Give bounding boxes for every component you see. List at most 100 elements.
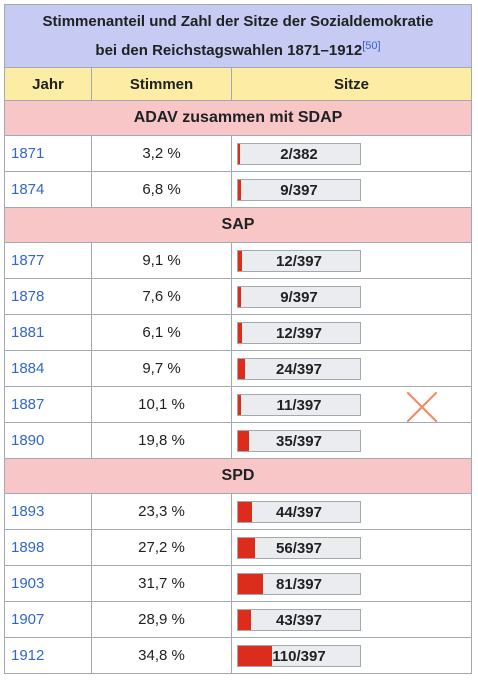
seats-bar: 110/397 xyxy=(237,644,361,667)
seats-bar: 56/397 xyxy=(237,536,361,559)
votes-cell: 6,1 % xyxy=(91,314,232,351)
seats-bar-fill xyxy=(238,537,256,558)
seats-label: 81/397 xyxy=(276,575,322,593)
votes-cell: 28,9 % xyxy=(91,601,232,638)
seats-bar-fill xyxy=(238,430,249,451)
seats-bar: 9/397 xyxy=(237,178,361,201)
seats-bar-fill xyxy=(238,250,242,271)
table-caption: Stimmenanteil und Zahl der Sitze der Soz… xyxy=(3,4,473,68)
column-header-votes: Stimmen xyxy=(91,67,232,101)
votes-cell: 23,3 % xyxy=(91,493,232,530)
year-link[interactable]: 1877 xyxy=(11,252,45,269)
table-row: 1898 27,2 % 56/397 xyxy=(4,529,473,566)
election-results-table: Stimmenanteil und Zahl der Sitze der Soz… xyxy=(3,4,473,674)
seats-bar: 24/397 xyxy=(237,357,361,380)
reference-link[interactable]: [50] xyxy=(362,39,381,52)
seats-bar: 35/397 xyxy=(237,429,361,452)
year-cell: 1912 xyxy=(4,637,92,674)
table-row: 1893 23,3 % 44/397 xyxy=(4,493,473,530)
year-cell: 1890 xyxy=(4,422,92,459)
year-link[interactable]: 1887 xyxy=(11,396,45,413)
seats-label: 11/397 xyxy=(276,396,322,414)
year-link[interactable]: 1898 xyxy=(11,539,45,556)
seats-cell: 24/397 xyxy=(230,350,473,387)
column-header-year: Jahr xyxy=(4,67,92,101)
table-title-line1: Stimmenanteil und Zahl der Sitze der Soz… xyxy=(42,12,434,30)
table-row: 1871 3,2 % 2/382 xyxy=(4,135,473,172)
cross-mark-icon xyxy=(406,391,438,423)
seats-cell: 9/397 xyxy=(230,171,473,208)
year-link[interactable]: 1878 xyxy=(11,288,45,305)
year-cell: 1877 xyxy=(4,242,92,279)
votes-cell: 31,7 % xyxy=(91,565,232,602)
seats-bar: 81/397 xyxy=(237,572,361,595)
table-row: 1887 10,1 % 11/397 xyxy=(4,386,473,423)
year-cell: 1887 xyxy=(4,386,92,423)
year-link[interactable]: 1874 xyxy=(11,181,45,198)
votes-cell: 3,2 % xyxy=(91,135,232,172)
seats-bar: 44/397 xyxy=(237,500,361,523)
seats-cell: 110/397 xyxy=(230,637,473,674)
table-row: 1912 34,8 % 110/397 xyxy=(4,637,473,674)
seats-bar: 12/397 xyxy=(237,321,361,344)
seats-label: 9/397 xyxy=(280,181,318,199)
votes-cell: 27,2 % xyxy=(91,529,232,566)
seats-cell: 2/382 xyxy=(230,135,473,172)
group-header-row: SAP xyxy=(3,207,473,243)
seats-cell: 9/397 xyxy=(230,278,473,315)
year-link[interactable]: 1881 xyxy=(11,324,45,341)
seats-label: 2/382 xyxy=(280,145,318,163)
seats-cell: 44/397 xyxy=(230,493,473,530)
votes-cell: 9,7 % xyxy=(91,350,232,387)
seats-bar: 43/397 xyxy=(237,608,361,631)
table-row: 1907 28,9 % 43/397 xyxy=(4,601,473,638)
year-link[interactable]: 1871 xyxy=(11,145,45,162)
group-header-row: SPD xyxy=(3,458,473,494)
year-link[interactable]: 1907 xyxy=(11,611,45,628)
votes-cell: 7,6 % xyxy=(91,278,232,315)
seats-label: 35/397 xyxy=(276,432,322,450)
year-link[interactable]: 1912 xyxy=(11,647,45,664)
seats-bar-fill xyxy=(238,645,272,666)
seats-bar-fill xyxy=(238,143,240,164)
year-cell: 1881 xyxy=(4,314,92,351)
group-header-row: ADAV zusammen mit SDAP xyxy=(3,100,473,136)
votes-cell: 19,8 % xyxy=(91,422,232,459)
year-link[interactable]: 1893 xyxy=(11,503,45,520)
year-link[interactable]: 1890 xyxy=(11,432,45,449)
table-row: 1890 19,8 % 35/397 xyxy=(4,422,473,459)
seats-cell: 56/397 xyxy=(230,529,473,566)
group-header: SAP xyxy=(3,207,473,243)
year-cell: 1903 xyxy=(4,565,92,602)
seats-bar: 9/397 xyxy=(237,285,361,308)
year-cell: 1898 xyxy=(4,529,92,566)
votes-cell: 34,8 % xyxy=(91,637,232,674)
year-cell: 1874 xyxy=(4,171,92,208)
seats-label: 43/397 xyxy=(276,611,322,629)
seats-bar: 11/397 xyxy=(237,393,361,416)
seats-cell: 11/397 xyxy=(230,386,473,423)
seats-bar-fill xyxy=(238,286,241,307)
seats-cell: 12/397 xyxy=(230,242,473,279)
year-cell: 1893 xyxy=(4,493,92,530)
votes-cell: 10,1 % xyxy=(91,386,232,423)
votes-cell: 9,1 % xyxy=(91,242,232,279)
seats-bar-fill xyxy=(238,573,263,594)
year-cell: 1878 xyxy=(4,278,92,315)
seats-label: 24/397 xyxy=(276,360,322,378)
seats-bar-fill xyxy=(238,394,242,415)
seats-cell: 43/397 xyxy=(230,601,473,638)
table-row: 1881 6,1 % 12/397 xyxy=(4,314,473,351)
year-link[interactable]: 1884 xyxy=(11,360,45,377)
seats-bar-fill xyxy=(238,501,252,522)
votes-cell: 6,8 % xyxy=(91,171,232,208)
table-row: 1903 31,7 % 81/397 xyxy=(4,565,473,602)
year-cell: 1884 xyxy=(4,350,92,387)
seats-bar-fill xyxy=(238,358,246,379)
seats-bar: 12/397 xyxy=(237,249,361,272)
year-link[interactable]: 1903 xyxy=(11,575,45,592)
table-row: 1874 6,8 % 9/397 xyxy=(4,171,473,208)
reference-link-sup: [50] xyxy=(362,40,380,52)
seats-bar-fill xyxy=(238,179,241,200)
seats-label: 12/397 xyxy=(276,252,322,270)
